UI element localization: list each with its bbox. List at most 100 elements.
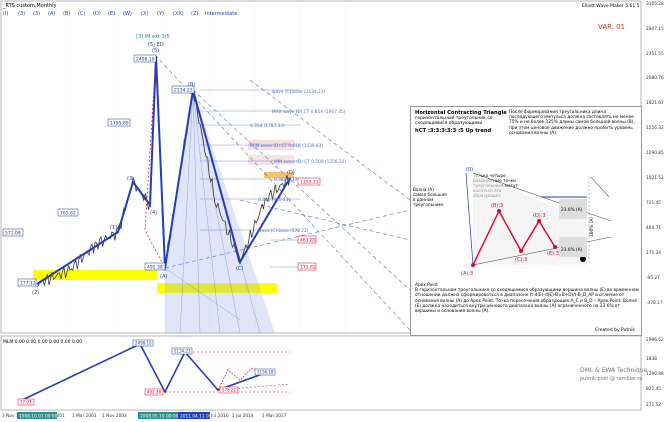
diagram-label-c: (C):3 bbox=[515, 257, 527, 263]
degree-label-e[interactable]: (E) bbox=[108, 11, 115, 17]
info-desc-bottom-text: В горизонтальном треугольнике со сходящи… bbox=[415, 288, 639, 315]
info-title: Horizontal Contracting Triangle bbox=[415, 110, 507, 116]
indicator-title: MLM 0.00 0.00 0.00 0.00 0.00 0.00 bbox=[3, 339, 82, 345]
ind-y-tick-0: 2996.52 bbox=[646, 337, 664, 343]
level-box-171 bbox=[297, 262, 317, 271]
ratio-full: 100% (A) bbox=[589, 217, 595, 237]
ind-label-578: 578.22 bbox=[222, 388, 236, 393]
variant-label: VAR. 01 bbox=[598, 23, 625, 31]
channel-lines bbox=[154, 54, 411, 331]
fib-label-4: MIN wave (D) CT 0.500 (1356.32) bbox=[274, 159, 346, 165]
price-label-571: 571.08 bbox=[5, 231, 21, 237]
ratio-top: 23.6% (A) bbox=[561, 207, 583, 213]
x-tick-6: 1 Mar 2017 bbox=[262, 413, 287, 419]
x-tick-4: 1 Jul 2010 bbox=[207, 413, 229, 419]
ratio-box-top bbox=[559, 199, 587, 219]
diagram-label-0: (0) bbox=[466, 167, 473, 173]
y-tick-4: 1821.67 bbox=[646, 100, 664, 106]
price-label-1795: 1795.89 bbox=[110, 121, 129, 127]
wave-label-1: (1) bbox=[110, 225, 117, 231]
ind-label-17: 17.07 bbox=[20, 400, 32, 405]
y-tick-2: 2351.55 bbox=[646, 51, 664, 57]
wave-label-4: (4) bbox=[150, 210, 157, 216]
info-subtitle: горизонтальный треугольник со сходящимис… bbox=[415, 116, 493, 126]
degree-label-2[interactable]: (3) bbox=[33, 11, 40, 17]
diagram-label-b: (B):3 bbox=[491, 203, 503, 209]
indicator-boxes: 2498.10 2134.23 492.38 578.22 1156.18 17… bbox=[17, 339, 276, 406]
pink-zone-2 bbox=[248, 155, 294, 165]
point-c bbox=[519, 249, 523, 253]
degree-label-i[interactable]: (I) bbox=[3, 11, 8, 17]
x-tick-5: 1 Jul 2014 bbox=[232, 413, 254, 419]
ind-y-tick-4: 271.52 bbox=[646, 402, 661, 408]
wave-title-1: [3] IM ext.3/5 bbox=[136, 34, 170, 40]
diagram-label-e: (E):3 bbox=[547, 251, 559, 257]
price-label-492: 492.38 bbox=[147, 265, 163, 271]
y-tick-9: 464.71 bbox=[646, 225, 661, 231]
app-title: Elliott Wave Maker 5.61.5 bbox=[582, 3, 640, 9]
apex-point-marker bbox=[580, 256, 586, 262]
fib-label-0: wave (C) base (2134.23) bbox=[272, 89, 325, 95]
ind-label-1156: 1156.18 bbox=[257, 370, 274, 375]
level-171: 171.82 bbox=[300, 265, 316, 271]
apex-label: Apex Point bbox=[415, 283, 438, 288]
level-box-461 bbox=[297, 235, 317, 244]
wave-labels: (1) (2) (3) (4) (5) (A) (B) (C) (D) bbox=[32, 48, 295, 296]
y-tick-6: 1290.85 bbox=[646, 150, 664, 156]
price-label-2134: 2134.23 bbox=[174, 88, 193, 94]
degree-label-1[interactable]: (3) bbox=[18, 11, 25, 17]
info-note-left: Волна (А) самая большая в данном треугол… bbox=[413, 187, 447, 207]
ind-y-tick-3: 821.45 bbox=[646, 386, 661, 392]
fib-label-7: wave (C) base (578.22) bbox=[258, 228, 309, 234]
point-b bbox=[497, 209, 501, 213]
ratio-bottom: 23.6% (A) bbox=[561, 247, 583, 253]
y-tick-8: 721.45 bbox=[646, 200, 661, 206]
wave-label-c: (C) bbox=[236, 266, 243, 272]
diagram-shade bbox=[473, 173, 587, 265]
orange-zone bbox=[264, 172, 294, 178]
y-tick-12: -378.17 bbox=[646, 300, 663, 306]
wave-label-b: (B) bbox=[188, 82, 195, 88]
degree-label-a[interactable]: (A) bbox=[48, 11, 55, 17]
point-d bbox=[537, 219, 541, 223]
y-tick-7: 1021.52 bbox=[646, 175, 664, 181]
y-axis-indicator: 2996.52 1838 1290.88 821.45 271.52 bbox=[646, 337, 664, 408]
price-boxes: 2498.10 2134.23 1795.89 765.62 571.08 49… bbox=[2, 54, 321, 287]
degree-label-b[interactable]: (B) bbox=[63, 11, 70, 17]
info-desc-bottom: Apex Point В горизонтальном треугольнике… bbox=[415, 283, 640, 314]
degree-label-d[interactable]: (D) bbox=[93, 11, 101, 17]
diagram-label-d: (D):3 bbox=[533, 213, 546, 219]
symbol-title: _RTS custom,Monthly bbox=[2, 3, 56, 9]
degree-label-c[interactable]: (C) bbox=[78, 11, 85, 17]
date-badge-1-bg bbox=[138, 412, 178, 419]
y-tick-11: -95.27 bbox=[646, 275, 660, 281]
fib-label-6: 0.236 (945.43) bbox=[258, 197, 290, 203]
fib-label-5: 0.382 (1176.50) bbox=[274, 177, 309, 183]
degree-label-w[interactable]: (W) bbox=[123, 11, 132, 17]
point-a bbox=[471, 263, 475, 267]
degree-label-y[interactable]: (Y) bbox=[157, 11, 164, 17]
brand-1: DML & EWA Technique bbox=[580, 367, 648, 374]
ind-y-tick-2: 1290.88 bbox=[646, 371, 664, 377]
date-badge-0: 1998.10.01 00:00 bbox=[19, 414, 58, 420]
indicator-panel bbox=[0, 335, 642, 411]
y-axis-main: 3105.28 2847.15 2351.55 2080.76 1821.67 … bbox=[646, 1, 664, 306]
info-desc-top: После формирования треугольника длина по… bbox=[509, 110, 635, 136]
y-tick-1: 2847.15 bbox=[646, 26, 664, 32]
date-badge-2-bg bbox=[178, 412, 210, 419]
yellow-zone-left bbox=[33, 270, 157, 280]
degree-label-x[interactable]: (X) bbox=[141, 11, 148, 17]
y-tick-5: 1556.32 bbox=[646, 125, 664, 131]
brand-2: putnik-post @ rambler.ru bbox=[580, 376, 643, 382]
degree-label-xx[interactable]: (XX) bbox=[173, 11, 184, 17]
point-e bbox=[553, 245, 557, 249]
info-credit: Created by Putnik bbox=[594, 328, 635, 333]
indicator-sub-wave bbox=[217, 367, 266, 391]
y-tick-0: 3105.28 bbox=[646, 1, 664, 7]
y-tick-10: 171.34 bbox=[646, 250, 661, 256]
triangle-info-box: Horizontal Contracting Triangle горизонт… bbox=[410, 106, 642, 336]
degree-label-z[interactable]: (Z) bbox=[191, 11, 198, 17]
diagram-arrow bbox=[590, 176, 610, 198]
triangle-diagram: (0) (A):3 (B):3 (C):3 (D):3 (E):3 23.6% … bbox=[461, 167, 612, 277]
wave-label-d: (D) bbox=[287, 170, 295, 176]
